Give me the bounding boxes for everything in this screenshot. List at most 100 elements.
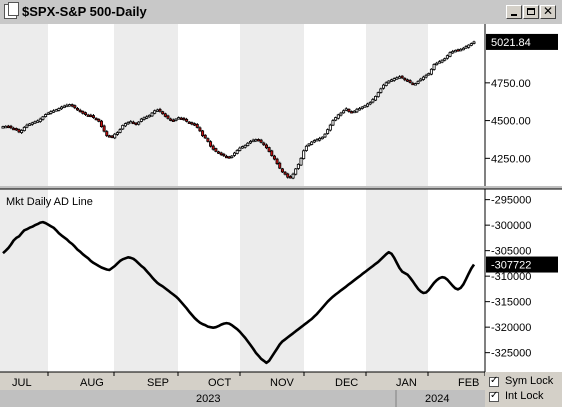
panel-separator[interactable] <box>0 186 562 189</box>
minimize-icon <box>511 14 517 16</box>
candle-body <box>443 58 447 61</box>
sym-lock-checkbox[interactable]: ✓ <box>489 375 499 387</box>
candle-body <box>6 125 10 128</box>
candle-body <box>225 155 229 159</box>
candle-body <box>49 111 53 114</box>
candle-body <box>451 51 455 54</box>
candle-body <box>342 110 346 114</box>
candle-body <box>397 76 401 79</box>
month-label: JUL <box>12 377 32 389</box>
candle-body <box>243 144 247 148</box>
candle-body <box>147 114 151 118</box>
candle-body <box>267 147 271 152</box>
candle-body <box>83 112 87 115</box>
candle-body <box>233 152 237 156</box>
candle-body <box>131 121 135 125</box>
month-labels: JUL AUG SEP OCT NOV DEC JAN FEB <box>12 372 486 389</box>
candle-body <box>201 130 205 137</box>
candle-body <box>57 108 61 111</box>
candle-body <box>390 79 394 82</box>
candle-body <box>20 130 24 133</box>
maximize-icon <box>527 8 535 15</box>
int-lock-label: Int Lock <box>505 390 544 402</box>
candle-body <box>86 114 90 117</box>
candle-body <box>416 80 420 84</box>
candle-body <box>68 104 72 107</box>
candle-body <box>17 129 21 133</box>
candle-body <box>230 155 234 158</box>
chart-canvas: 4250.00 4500.00 4750.00 -295000 -300000 -305… <box>0 24 562 407</box>
candle-body <box>296 163 300 169</box>
candle-body <box>235 150 239 154</box>
candle-body <box>288 176 292 179</box>
candle-body <box>174 118 178 121</box>
int-lock-checkbox[interactable]: ✓ <box>489 390 499 402</box>
candle-body <box>153 110 157 114</box>
candle-body <box>52 110 56 113</box>
candle-body <box>4 125 8 129</box>
candle-body <box>123 123 127 127</box>
candle-body <box>222 153 226 157</box>
candle-body <box>464 46 468 49</box>
candle-body <box>185 118 189 122</box>
candle-body <box>46 112 50 115</box>
candle-body <box>429 68 433 75</box>
close-button[interactable]: ✕ <box>540 4 556 19</box>
candle-body <box>81 110 85 114</box>
candle-body <box>336 114 340 119</box>
candle-body <box>211 145 215 150</box>
candle-body <box>25 124 29 128</box>
month-label: FEB <box>458 377 479 389</box>
minimize-button[interactable] <box>506 5 522 19</box>
month-band <box>0 24 48 372</box>
candle-body <box>310 141 314 145</box>
candle-body <box>171 119 175 122</box>
candle-body <box>30 122 34 125</box>
candle-body <box>129 121 133 124</box>
ad-y-ticks: -295000 -300000 -305000 -310000 -315000 -3200… <box>485 195 531 360</box>
candle-body <box>41 116 45 120</box>
candle-body <box>400 75 404 79</box>
candle-body <box>294 168 298 175</box>
candle-body <box>307 143 311 146</box>
title-bar[interactable]: $SPX-S&P 500-Daily ✕ <box>0 0 562 25</box>
candle-body <box>304 145 308 151</box>
candle-body <box>14 128 18 131</box>
candle-body <box>195 124 199 128</box>
month-label: NOV <box>270 377 295 389</box>
candle-body <box>161 111 165 115</box>
app-icon <box>4 2 19 19</box>
year-label: 2024 <box>425 393 449 405</box>
candle-body <box>318 138 322 141</box>
candle-body <box>54 109 58 112</box>
maximize-button[interactable] <box>523 5 539 19</box>
candle-body <box>347 108 351 112</box>
month-label: DEC <box>335 377 358 389</box>
candle-body <box>395 77 399 80</box>
candle-body <box>413 83 417 86</box>
candle-body <box>291 173 295 179</box>
candle-body <box>328 124 332 131</box>
candle-body <box>198 127 202 132</box>
check-icon: ✓ <box>490 390 499 401</box>
candle-body <box>73 105 77 109</box>
candle-body <box>158 108 162 112</box>
candle-body <box>150 112 154 117</box>
candle-body <box>453 49 457 53</box>
candle-body <box>371 99 375 103</box>
candle-body <box>461 47 465 51</box>
candle-body <box>382 84 386 89</box>
candle-body <box>427 73 431 76</box>
candle-body <box>214 148 218 152</box>
candle-body <box>137 121 141 125</box>
candle-body <box>1 126 5 129</box>
candle-body <box>142 117 146 120</box>
candle-body <box>280 168 284 173</box>
candle-body <box>302 150 306 159</box>
candle-body <box>219 152 223 156</box>
candle-body <box>62 105 66 108</box>
candle-body <box>299 157 303 166</box>
candle-body <box>217 151 221 154</box>
candle-body <box>115 132 119 135</box>
